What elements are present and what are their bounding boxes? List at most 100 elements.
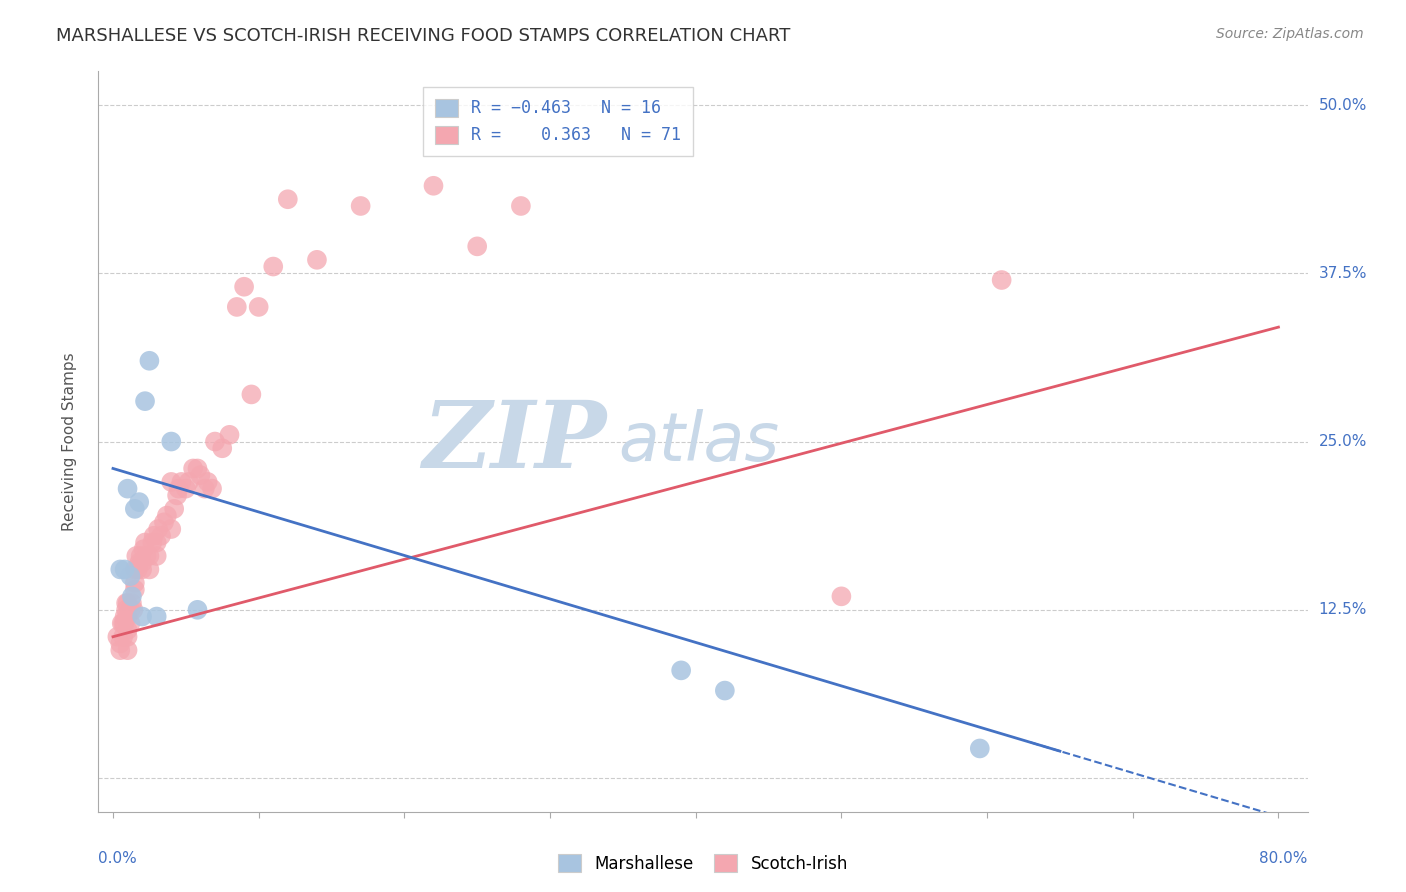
Text: 0.0%: 0.0% — [98, 851, 138, 865]
Text: 25.0%: 25.0% — [1319, 434, 1367, 449]
Point — [211, 442, 233, 456]
Point — [240, 387, 263, 401]
Point — [145, 535, 167, 549]
Point — [233, 279, 256, 293]
Point — [124, 575, 146, 590]
Text: ZIP: ZIP — [422, 397, 606, 486]
Point — [156, 508, 179, 523]
Point — [138, 549, 160, 563]
Point — [117, 630, 139, 644]
Point — [186, 603, 208, 617]
Point — [124, 582, 146, 597]
Point — [141, 535, 163, 549]
Point — [218, 427, 240, 442]
Point — [112, 616, 135, 631]
Point — [145, 609, 167, 624]
Point — [128, 495, 150, 509]
Point — [170, 475, 193, 489]
Point — [186, 461, 208, 475]
Point — [129, 549, 152, 563]
Point — [174, 482, 197, 496]
Point — [142, 529, 165, 543]
Point — [121, 590, 143, 604]
Point — [247, 300, 270, 314]
Point — [117, 609, 139, 624]
Point — [669, 664, 692, 678]
Point — [350, 199, 373, 213]
Point — [112, 630, 135, 644]
Point — [146, 522, 169, 536]
Point — [167, 482, 190, 496]
Point — [969, 741, 991, 756]
Point — [145, 549, 167, 563]
Point — [262, 260, 284, 274]
Point — [166, 488, 188, 502]
Point — [194, 482, 217, 496]
Point — [117, 643, 139, 657]
Point — [153, 516, 176, 530]
Point — [990, 273, 1012, 287]
Point — [128, 556, 150, 570]
Point — [110, 643, 132, 657]
Point — [122, 603, 145, 617]
Point — [105, 630, 128, 644]
Text: atlas: atlas — [619, 409, 779, 475]
Point — [135, 549, 157, 563]
Y-axis label: Receiving Food Stamps: Receiving Food Stamps — [62, 352, 77, 531]
Point — [197, 475, 219, 489]
Point — [132, 542, 155, 557]
Point — [160, 475, 183, 489]
Legend: R = −0.463   N = 16, R =    0.363   N = 71: R = −0.463 N = 16, R = 0.363 N = 71 — [423, 87, 693, 156]
Point — [115, 596, 138, 610]
Point — [422, 178, 444, 193]
Point — [117, 482, 139, 496]
Point — [160, 522, 183, 536]
Point — [114, 609, 136, 624]
Point — [124, 562, 146, 576]
Text: 12.5%: 12.5% — [1319, 602, 1367, 617]
Text: MARSHALLESE VS SCOTCH-IRISH RECEIVING FOOD STAMPS CORRELATION CHART: MARSHALLESE VS SCOTCH-IRISH RECEIVING FO… — [56, 27, 790, 45]
Point — [465, 239, 488, 253]
Point — [115, 603, 138, 617]
Point — [509, 199, 531, 213]
Point — [111, 616, 134, 631]
Point — [117, 596, 139, 610]
Point — [138, 353, 160, 368]
Point — [120, 569, 142, 583]
Point — [830, 590, 852, 604]
Point — [714, 683, 737, 698]
Text: 80.0%: 80.0% — [1260, 851, 1308, 865]
Point — [124, 501, 146, 516]
Legend: Marshallese, Scotch-Irish: Marshallese, Scotch-Irish — [551, 847, 855, 880]
Point — [160, 434, 183, 449]
Point — [131, 609, 153, 624]
Point — [117, 623, 139, 637]
Point — [150, 529, 173, 543]
Point — [201, 482, 224, 496]
Point — [127, 562, 149, 576]
Point — [190, 468, 212, 483]
Point — [204, 434, 226, 449]
Point — [114, 562, 136, 576]
Point — [131, 562, 153, 576]
Point — [131, 556, 153, 570]
Point — [163, 501, 186, 516]
Point — [121, 596, 143, 610]
Point — [305, 252, 328, 267]
Text: 50.0%: 50.0% — [1319, 97, 1367, 112]
Point — [120, 603, 142, 617]
Point — [120, 616, 142, 631]
Point — [177, 475, 200, 489]
Point — [277, 192, 299, 206]
Point — [134, 535, 156, 549]
Point — [125, 549, 148, 563]
Text: 37.5%: 37.5% — [1319, 266, 1367, 281]
Point — [110, 562, 132, 576]
Text: Source: ZipAtlas.com: Source: ZipAtlas.com — [1216, 27, 1364, 41]
Point — [114, 616, 136, 631]
Point — [110, 636, 132, 650]
Point — [134, 394, 156, 409]
Point — [181, 461, 204, 475]
Point — [225, 300, 247, 314]
Point — [138, 562, 160, 576]
